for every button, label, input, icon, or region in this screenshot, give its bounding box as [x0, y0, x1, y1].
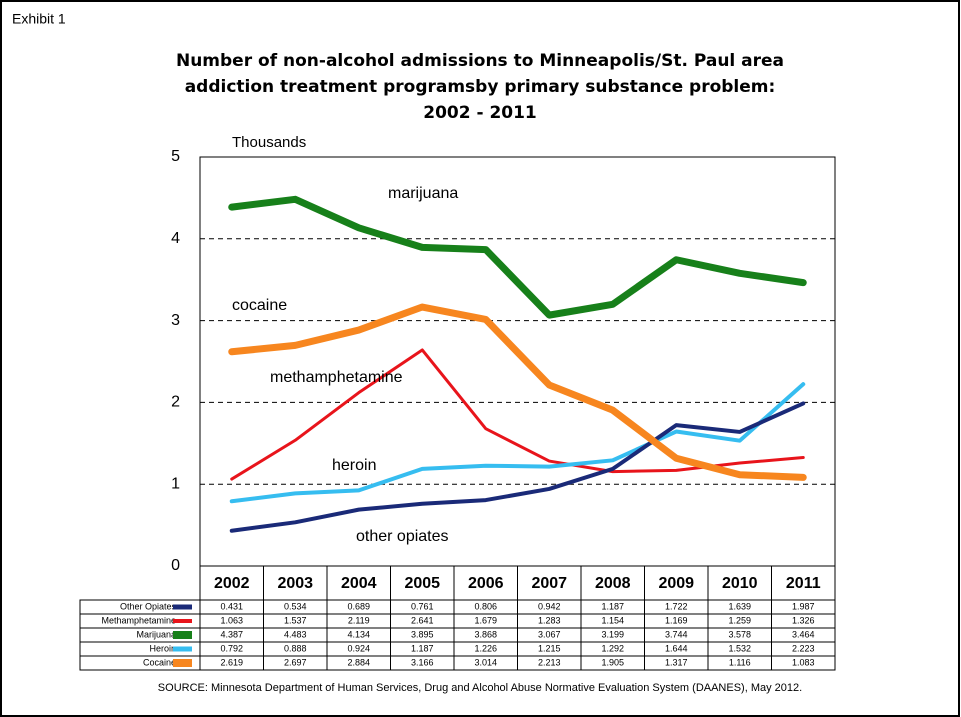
table-value: 2.213 [538, 657, 561, 667]
y-tick-label: 0 [171, 557, 180, 574]
table-value: 3.067 [538, 629, 561, 639]
annotation: marijuana [388, 185, 458, 202]
y-axis-label: Thousands [232, 134, 306, 151]
table-value: 1.987 [792, 601, 815, 611]
table-value: 2.884 [347, 657, 370, 667]
table-value: 3.744 [665, 629, 688, 639]
table-value: 1.292 [601, 643, 624, 653]
x-tick-label: 2010 [722, 575, 758, 592]
table-value: 1.063 [220, 615, 243, 625]
table-value: 0.924 [347, 643, 370, 653]
table-value: 3.199 [601, 629, 624, 639]
table-value: 1.226 [474, 643, 497, 653]
table-value: 3.464 [792, 629, 815, 639]
series-line [229, 401, 806, 533]
y-tick-label: 2 [171, 394, 180, 411]
table-value: 1.532 [728, 643, 751, 653]
table-value: 2.223 [792, 643, 815, 653]
table-value: 1.283 [538, 615, 561, 625]
source: SOURCE: Minnesota Department of Human Se… [158, 682, 802, 694]
exhibit-label: Exhibit 1 [12, 11, 66, 27]
x-tick-label: 2002 [214, 575, 250, 592]
table-value: 3.578 [728, 629, 751, 639]
table-value: 4.134 [347, 629, 370, 639]
legend-label: Methamphetamine [101, 615, 176, 625]
series-line [228, 303, 807, 481]
legend-label: Marijuana [136, 629, 176, 639]
table-value: 4.483 [284, 629, 307, 639]
annotation: methamphetamine [270, 369, 403, 386]
x-tick-label: 2005 [404, 575, 440, 592]
table-value: 1.644 [665, 643, 688, 653]
table-value: 0.806 [474, 601, 497, 611]
table-value: 1.187 [411, 643, 434, 653]
table-value: 1.679 [474, 615, 497, 625]
table-value: 1.187 [601, 601, 624, 611]
x-tick-label: 2009 [658, 575, 694, 592]
table-value: 1.259 [728, 615, 751, 625]
table-value: 1.169 [665, 615, 688, 625]
series-line [229, 382, 806, 504]
table-value: 3.014 [474, 657, 497, 667]
x-tick-label: 2006 [468, 575, 504, 592]
chart-title: 2002 - 2011 [423, 103, 537, 123]
series-line [228, 195, 807, 319]
table-value: 1.215 [538, 643, 561, 653]
x-tick-label: 2003 [277, 575, 313, 592]
annotation: heroin [332, 457, 376, 474]
y-tick-label: 3 [171, 312, 180, 329]
table-value: 1.537 [284, 615, 307, 625]
y-tick-label: 5 [171, 148, 180, 165]
table-value: 0.888 [284, 643, 307, 653]
table-value: 1.154 [601, 615, 624, 625]
table-value: 0.942 [538, 601, 561, 611]
annotation: other opiates [356, 528, 449, 545]
table-value: 1.639 [728, 601, 751, 611]
table-value: 2.697 [284, 657, 307, 667]
table-value: 1.083 [792, 657, 815, 667]
table-value: 0.761 [411, 601, 434, 611]
table-value: 0.792 [220, 643, 243, 653]
table-value: 3.895 [411, 629, 434, 639]
table-value: 1.317 [665, 657, 688, 667]
legend-label: Heroin [149, 643, 176, 653]
table-value: 0.689 [347, 601, 370, 611]
table-value: 1.722 [665, 601, 688, 611]
annotation: cocaine [232, 297, 287, 314]
table-value: 1.116 [729, 657, 751, 667]
table-value: 0.534 [284, 601, 307, 611]
table-value: 2.641 [411, 615, 434, 625]
legend-label: Other Opiates [120, 601, 177, 611]
chart-title: Number of non-alcohol admissions to Minn… [176, 51, 784, 71]
table-value: 1.905 [601, 657, 624, 667]
table-value: 1.326 [792, 615, 815, 625]
x-tick-label: 2004 [341, 575, 377, 592]
table-value: 2.119 [348, 615, 370, 625]
x-tick-label: 2008 [595, 575, 631, 592]
table-value: 3.868 [474, 629, 497, 639]
x-tick-label: 2011 [786, 575, 821, 592]
table-value: 2.619 [220, 657, 243, 667]
x-tick-label: 2007 [531, 575, 567, 592]
y-tick-label: 4 [171, 230, 180, 247]
table-value: 4.387 [220, 629, 243, 639]
table-value: 0.431 [220, 601, 243, 611]
y-tick-label: 1 [171, 475, 180, 492]
table-value: 3.166 [411, 657, 434, 667]
legend-label: Cocaine [143, 657, 176, 667]
chart-title: addiction treatment programsby primary s… [185, 77, 776, 97]
